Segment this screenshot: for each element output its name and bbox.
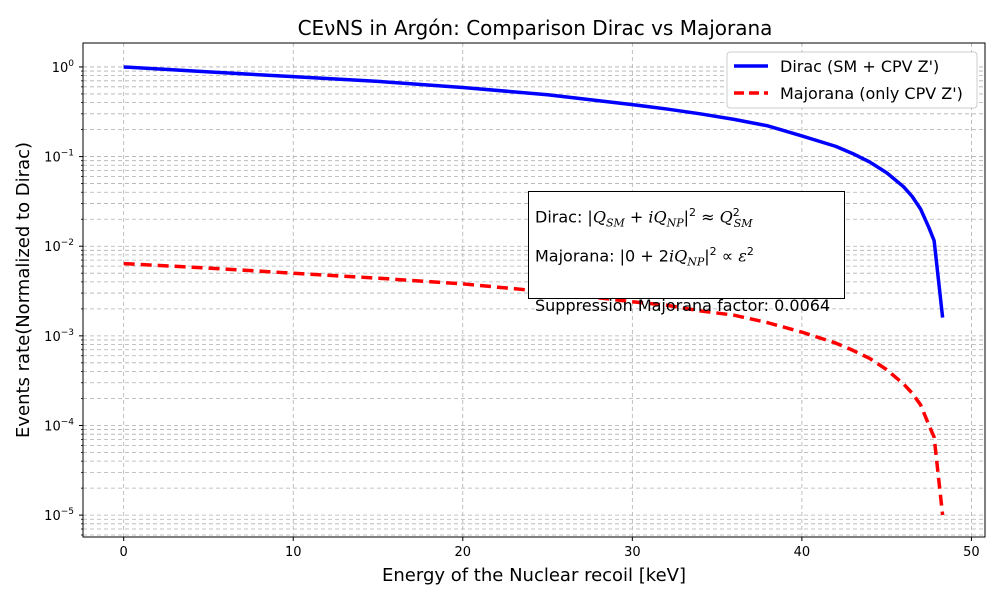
y-axis-label: Events rate(Normalized to Dirac): [13, 142, 34, 438]
plot-frame: [82, 42, 986, 538]
y-tick-label: 10−4: [44, 417, 74, 434]
x-tick-label: 0: [120, 545, 128, 560]
x-axis-label: Energy of the Nuclear recoil [keV]: [382, 565, 686, 586]
chart-title: CEνNS in Argón: Comparison Dirac vs Majo…: [298, 16, 773, 40]
y-axis-ticks: 10−5 10−4 10−3 10−2 10−1 100: [44, 59, 83, 536]
annotation-box: Dirac: |QSM + iQNP|2 ≈ Q2SM Majorana: |0…: [528, 191, 845, 315]
y-tick-label: 10−2: [44, 238, 74, 255]
x-tick-label: 30: [624, 545, 641, 560]
y-tick-label: 100: [52, 59, 75, 76]
x-tick-label: 10: [285, 545, 302, 560]
annotation-dirac: Dirac: |QSM + iQNP|2 ≈ Q2SM: [535, 206, 753, 230]
majorana-series-line: [123, 261, 945, 516]
x-axis-ticks: 0 10 20 30 40 50: [120, 537, 980, 560]
y-tick-label: 10−3: [44, 328, 74, 345]
y-tick-label: 10−1: [44, 149, 74, 166]
legend-box: [726, 51, 978, 109]
legend-majorana-label: Majorana (only CPV Z'): [780, 84, 963, 103]
legend: Dirac (SM + CPV Z') Majorana (only CPV Z…: [726, 51, 978, 109]
legend-dirac-label: Dirac (SM + CPV Z'): [780, 57, 939, 76]
series-group: [123, 65, 945, 516]
dirac-series-line: [123, 65, 945, 318]
annotation-majorana: Majorana: |0 + 2iQNP|2 ∝ ε2: [535, 244, 754, 269]
y-tick-label: 10−5: [44, 507, 74, 524]
x-tick-label: 20: [455, 545, 472, 560]
annotation-suppression: Suppression Majorana factor: 0.0064: [535, 296, 831, 316]
x-tick-label: 50: [963, 545, 980, 560]
x-tick-label: 40: [794, 545, 811, 560]
